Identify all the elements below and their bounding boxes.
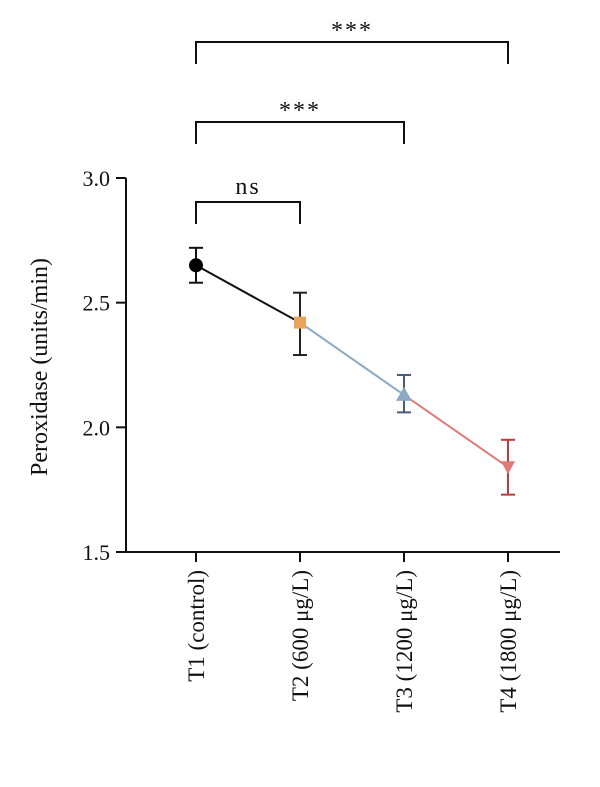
y-tick-label: 1.5 — [83, 540, 111, 565]
series-segment — [195, 264, 301, 324]
y-tick-label: 3.0 — [83, 166, 111, 191]
series-segment — [403, 394, 509, 469]
x-tick-label: T3 (1200 μg/L) — [392, 570, 417, 713]
error-bars — [189, 246, 515, 496]
y-tick-label: 2.0 — [83, 415, 111, 440]
significance-label: ns — [235, 174, 260, 200]
significance-bracket — [195, 41, 509, 64]
x-ticks: T1 (control) T2 (600 μg/L) T3 (1200 μg/L) T… — [184, 552, 521, 713]
significance-bracket — [195, 121, 405, 144]
significance-label: *** — [279, 98, 321, 124]
data-point-triangle-down — [501, 461, 515, 475]
series-segment — [299, 321, 405, 396]
significance-label: *** — [331, 18, 373, 44]
data-point-square — [294, 316, 306, 329]
data-points — [189, 258, 515, 475]
y-tick-label: 2.5 — [83, 291, 111, 316]
significance-bracket — [195, 201, 301, 224]
data-point-circle — [189, 258, 203, 273]
data-point-triangle-up — [396, 386, 412, 401]
significance-brackets: ns *** *** — [195, 18, 509, 224]
series-line — [195, 264, 509, 469]
y-axis-title: Peroxidase (units/min) — [27, 258, 53, 476]
axes — [125, 178, 560, 553]
x-tick-label: T4 (1800 μg/L) — [496, 570, 521, 713]
x-tick-label: T2 (600 μg/L) — [288, 570, 313, 701]
x-tick-label: T1 (control) — [184, 570, 209, 682]
y-ticks: 1.5 2.0 2.5 3.0 — [83, 166, 126, 565]
